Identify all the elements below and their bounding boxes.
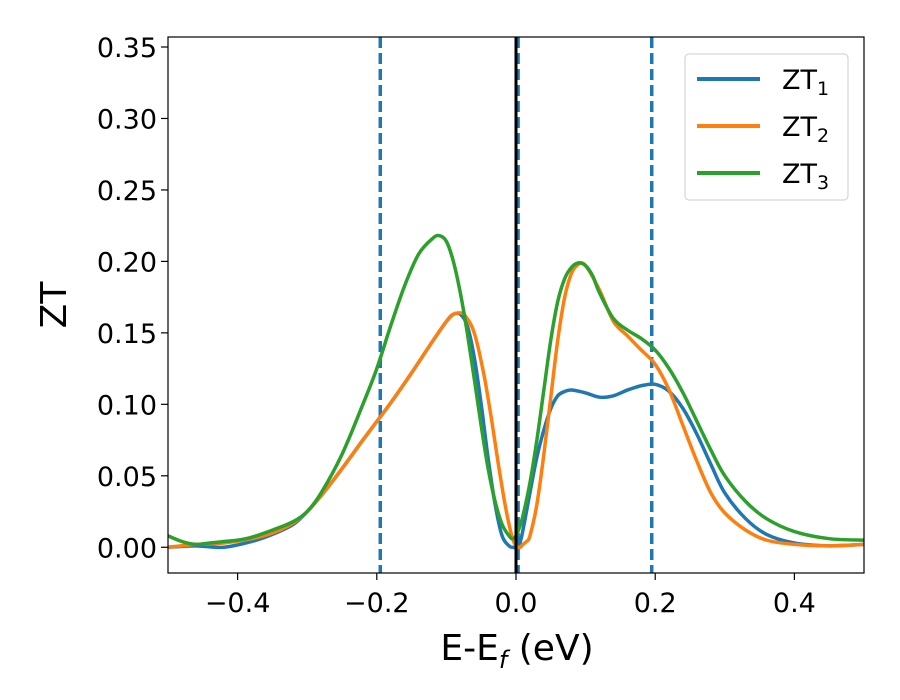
- y-axis-ticks: 0.00 0.05 0.10 0.15 0.20 0.25 0.30 0.35: [97, 33, 168, 564]
- y-axis-label: ZT: [34, 281, 75, 329]
- x-tick-label: 0.2: [634, 588, 677, 619]
- legend-label-zt3: ZT3: [782, 159, 829, 194]
- series-line-zt2: [168, 261, 864, 550]
- reference-lines: [378, 37, 654, 573]
- y-tick-label: 0.25: [97, 176, 157, 207]
- y-tick-label: 0.35: [97, 33, 157, 64]
- y-tick-label: 0.15: [97, 319, 157, 350]
- x-tick-label: 0.4: [773, 588, 816, 619]
- x-axis-label: E-Ef (eV): [440, 628, 593, 674]
- legend-label-zt1: ZT1: [782, 65, 829, 100]
- legend-box: [684, 53, 849, 201]
- y-tick-label: 0.30: [97, 104, 157, 135]
- y-tick-label: 0.20: [97, 247, 157, 278]
- x-tick-label: −0.4: [205, 588, 271, 619]
- x-tick-label: −0.2: [344, 588, 410, 619]
- legend-label-zt2: ZT2: [782, 112, 829, 147]
- y-tick-label: 0.00: [97, 533, 157, 564]
- y-tick-label: 0.05: [97, 462, 157, 493]
- series-line-zt3: [168, 233, 864, 547]
- legend: ZT1 ZT2 ZT3: [684, 53, 849, 201]
- x-axis-ticks: −0.4 −0.2 0.0 0.2 0.4: [205, 573, 816, 619]
- y-tick-label: 0.10: [97, 390, 157, 421]
- x-tick-label: 0.0: [495, 588, 538, 619]
